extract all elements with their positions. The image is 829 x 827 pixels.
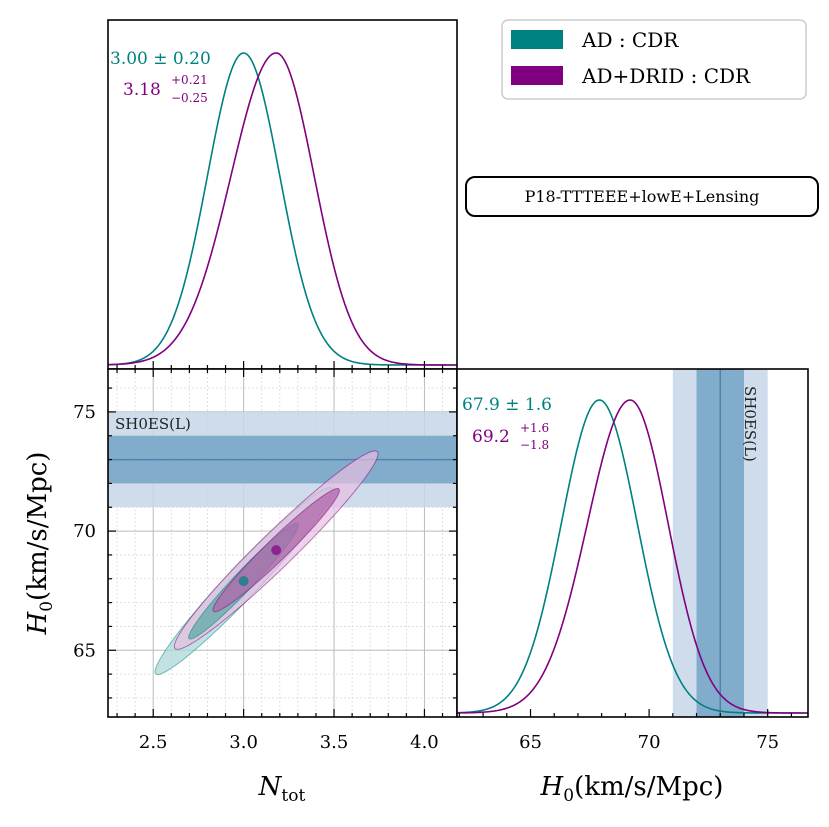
h0-curve-ad <box>457 399 808 714</box>
ntot-h0-contour-panel: SH0ES(L) 2.5 3.0 3.5 4.0 65 70 75 Ntot H0(km/… <box>23 368 458 806</box>
legend-swatch-ad <box>511 30 563 49</box>
contour-y-tick-labels: 65 70 75 <box>73 402 96 661</box>
h0-x-axis-label-sub: 0 <box>563 786 574 806</box>
h0-marginal-panel: SH0ES(L) 67.9 ± 1.6 69.2 +1.6 −1.8 65 70 7… <box>456 368 809 806</box>
contour-best-fit-drid <box>271 545 282 556</box>
h0-x-axis-label: H0(km/s/Mpc) <box>540 772 724 806</box>
contour-x-tick-labels: 2.5 3.0 3.5 4.0 <box>139 732 439 753</box>
legend: AD : CDR AD+DRID : CDR <box>501 19 807 100</box>
legend-label-drid: AD+DRID : CDR <box>581 64 751 88</box>
h0-marginal-curves <box>457 399 808 714</box>
ntot-marginal-curves <box>108 52 457 366</box>
contour-x-tick-label: 4.0 <box>410 732 439 753</box>
ntot-ad-estimate: 3.00 ± 0.20 <box>110 49 211 69</box>
h0-x-axis-label-units: (km/s/Mpc) <box>574 772 723 802</box>
h0-y-axis-label-sub: 0 <box>37 601 57 612</box>
h0-x-tick-label: 75 <box>756 732 779 753</box>
dataset-label-box: P18-TTTEEE+lowE+Lensing <box>465 176 819 217</box>
h0-x-tick-label: 65 <box>519 732 542 753</box>
h0-x-tick-labels: 65 70 75 <box>519 732 779 753</box>
h0-shoes-band <box>672 369 768 717</box>
contour-x-tick-label: 3.5 <box>320 732 349 753</box>
h0-drid-minus: −1.8 <box>520 438 549 452</box>
ntot-axis-label-sub: tot <box>281 786 305 806</box>
h0-ad-estimate: 67.9 ± 1.6 <box>462 395 552 415</box>
h0-curve-drid <box>457 399 808 714</box>
h0-drid-value: 69.2 <box>472 427 510 447</box>
contour-x-tick-label: 2.5 <box>139 732 168 753</box>
contour-y-tick-label: 75 <box>73 402 96 423</box>
h0-drid-plus: +1.6 <box>520 421 549 435</box>
contour-shoes-band <box>108 411 457 508</box>
legend-frame <box>501 19 807 100</box>
ntot-axis-label-main: N <box>258 772 283 802</box>
contour-x-tick-label: 3.0 <box>229 732 258 753</box>
h0-marginal-frame <box>456 368 809 718</box>
legend-label-ad: AD : CDR <box>581 28 679 52</box>
ntot-drid-minus: −0.25 <box>171 91 208 105</box>
contour-y-tick-label: 65 <box>73 640 96 661</box>
ntot-curve-ad <box>108 52 457 366</box>
h0-x-axis-label-main: H <box>540 772 565 802</box>
ntot-drid-plus: +0.21 <box>171 73 208 87</box>
contour-shoes-label: SH0ES(L) <box>115 415 191 433</box>
contour-y-tick-label: 70 <box>73 521 96 542</box>
contour-ellipses <box>154 450 379 676</box>
h0-shoes-label: SH0ES(L) <box>741 386 759 462</box>
dataset-label: P18-TTTEEE+lowE+Lensing <box>525 187 760 206</box>
h0-y-axis-label-units: (km/s/Mpc) <box>23 452 53 601</box>
contour-best-fit-ad <box>238 576 249 587</box>
h0-x-tick-label: 70 <box>638 732 661 753</box>
legend-swatch-drid <box>511 66 563 85</box>
h0-y-axis-label-main: H <box>23 610 53 635</box>
ntot-curve-drid <box>108 52 457 366</box>
h0-y-axis-label: H0(km/s/Mpc) <box>23 452 57 636</box>
ntot-marginal-panel: 3.00 ± 0.20 3.18 +0.21 −0.25 <box>107 19 458 370</box>
ntot-drid-value: 3.18 <box>123 80 161 100</box>
ntot-marginal-frame-bg <box>108 20 457 369</box>
h0-drid-estimate: 69.2 +1.6 −1.8 <box>472 421 549 452</box>
dataset-label-frame <box>465 176 819 217</box>
ntot-drid-estimate: 3.18 +0.21 −0.25 <box>123 73 208 105</box>
h0-marginal-ticks <box>458 709 792 717</box>
contour-ticks <box>108 369 457 717</box>
ntot-axis-label: Ntot <box>258 772 306 806</box>
